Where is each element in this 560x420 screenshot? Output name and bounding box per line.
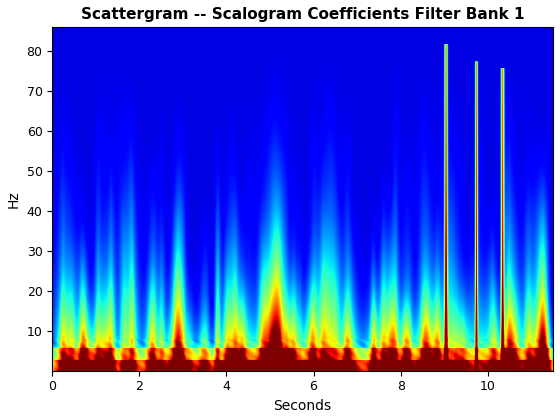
Title: Scattergram -- Scalogram Coefficients Filter Bank 1: Scattergram -- Scalogram Coefficients Fi… xyxy=(81,7,524,22)
Y-axis label: Hz: Hz xyxy=(7,190,21,208)
X-axis label: Seconds: Seconds xyxy=(274,399,332,413)
